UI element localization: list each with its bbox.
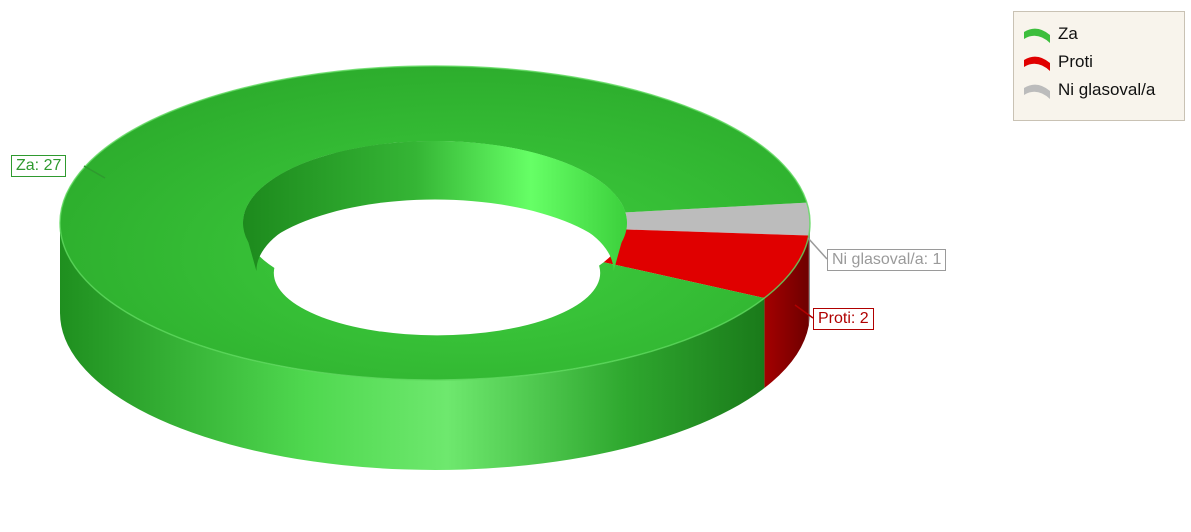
- legend-item-ni-glasoval: Ni glasoval/a: [1022, 76, 1184, 104]
- legend-swatch-proti: [1024, 56, 1050, 71]
- legend: Za Proti Ni glasoval/a: [1013, 11, 1185, 121]
- legend-label-za: Za: [1058, 24, 1078, 43]
- donut-hole: [59, 65, 811, 381]
- slice-side-1: [764, 235, 809, 388]
- legend-item-proti: Proti: [1022, 48, 1184, 76]
- legend-item-za: Za: [1022, 20, 1184, 48]
- data-label-proti: Proti: 2: [813, 308, 874, 330]
- leader-line-1: [794, 304, 814, 319]
- data-label-ni-glasoval: Ni glasoval/a: 1: [827, 249, 947, 271]
- slice-ni-glasoval-a: [625, 202, 810, 236]
- legend-swatch-ni-glasoval: [1024, 84, 1050, 99]
- leader-line-0: [83, 165, 106, 179]
- slice-za: [59, 65, 807, 380]
- slice-side-0: [60, 223, 765, 470]
- slice-side-2: [808, 223, 810, 326]
- slice-proti: [603, 229, 809, 298]
- outer-rim: [59, 65, 811, 381]
- data-label-za: Za: 27: [11, 155, 67, 177]
- hole-back-wall: [243, 141, 627, 271]
- legend-label-ni-glasoval: Ni glasoval/a: [1058, 80, 1156, 99]
- label-leaders: [83, 165, 828, 319]
- leader-line-2: [807, 237, 828, 260]
- donut-sides: [60, 223, 810, 470]
- hole-opening: [273, 210, 601, 336]
- legend-swatch-za: [1024, 28, 1050, 43]
- legend-label-proti: Proti: [1058, 52, 1093, 71]
